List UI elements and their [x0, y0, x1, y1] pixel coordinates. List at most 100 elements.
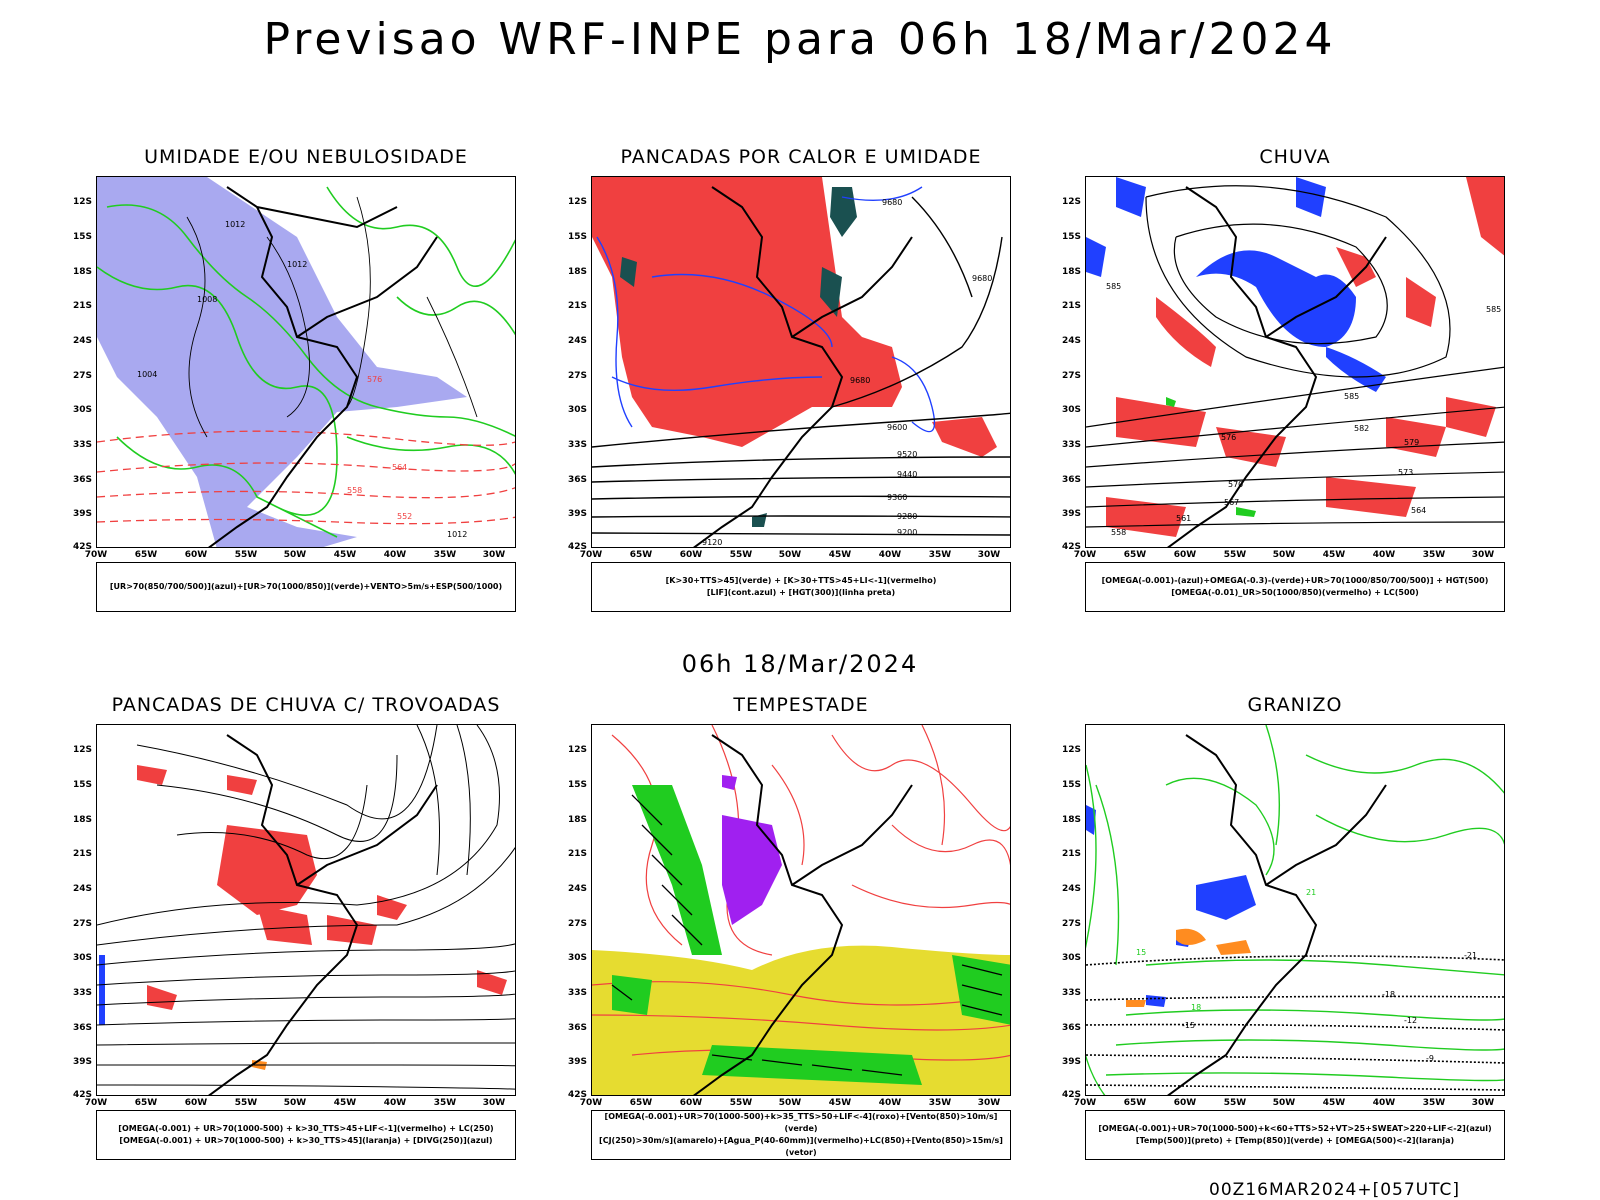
legend-line: [OMEGA(-0.001)+UR>70(1000-500)+k>35_TTS>…	[604, 1112, 998, 1133]
wind-vectors	[611, 794, 1003, 1076]
lat-label: 24S	[72, 884, 92, 894]
contour-label: 9680	[850, 376, 870, 385]
map-granizo: -21 -18 -15 -12 -9 15 18 21	[1085, 724, 1505, 1096]
lat-label: 15S	[567, 780, 587, 790]
coastline	[208, 186, 438, 547]
lat-label: 18S	[567, 267, 587, 277]
contour-label: 9600	[887, 423, 907, 432]
lat-label: 12S	[1061, 745, 1081, 755]
lon-label: 30W	[482, 1098, 506, 1108]
lon-label: 40W	[1372, 1098, 1396, 1108]
humidity-blue-area	[97, 177, 467, 547]
lon-label: 50W	[778, 1098, 802, 1108]
lon-label: 45W	[828, 1098, 852, 1108]
lat-label: 24S	[72, 336, 92, 346]
lat-label: 36S	[567, 475, 587, 485]
lon-label: 35W	[1422, 1098, 1446, 1108]
lat-label: 36S	[72, 475, 92, 485]
map-tempestade-svg	[592, 725, 1010, 1095]
blue-omega-areas	[1086, 177, 1386, 392]
lon-label: 40W	[383, 1098, 407, 1108]
lon-label: 45W	[333, 550, 357, 560]
contour-label: 558	[347, 486, 362, 495]
lat-label: 30S	[1061, 953, 1081, 963]
lon-label: 50W	[1272, 1098, 1296, 1108]
coastline	[693, 186, 913, 547]
lat-label: 15S	[1061, 780, 1081, 790]
lon-label: 35W	[1422, 550, 1446, 560]
lon-label: 35W	[928, 1098, 952, 1108]
contour-label: 567	[1224, 498, 1239, 507]
lon-label: 30W	[977, 550, 1001, 560]
legend-line: [Temp(500)](preto) + [Temp(850)](verde) …	[1135, 1136, 1455, 1145]
lon-label: 60W	[1173, 550, 1197, 560]
lon-label: 70W	[1073, 1098, 1097, 1108]
lon-label: 70W	[84, 1098, 108, 1108]
lon-label: 35W	[433, 1098, 457, 1108]
coastline	[1167, 734, 1387, 1095]
red-instability-area	[592, 177, 902, 447]
contour-label: 552	[397, 512, 412, 521]
contour-label: 9520	[897, 450, 917, 459]
map-pancadas-calor-svg: 9680 9680 9680 9600 9520 9440 9360 9280 …	[592, 177, 1010, 547]
lat-label: 39S	[567, 1057, 587, 1067]
lat-label: 18S	[567, 815, 587, 825]
lat-label: 42S	[567, 1090, 587, 1100]
lat-label: 27S	[1061, 919, 1081, 929]
contour-label: 564	[1411, 506, 1426, 515]
lat-label: 24S	[1061, 884, 1081, 894]
contour-labels: -21 -18 -15 -12 -9 15 18 21	[1136, 888, 1477, 1063]
lon-label: 60W	[1173, 1098, 1197, 1108]
lon-label: 30W	[482, 550, 506, 560]
coastline	[1167, 186, 1387, 547]
legend-line: [K>30+TTS>45](verde) + [K>30+TTS>45+LI<-…	[665, 576, 937, 585]
lat-label: 27S	[1061, 371, 1081, 381]
lon-label: 50W	[778, 550, 802, 560]
lat-label: 21S	[1061, 849, 1081, 859]
lat-label: 42S	[1061, 542, 1081, 552]
lon-label: 45W	[828, 550, 852, 560]
hgt500-black-contours	[1086, 185, 1504, 528]
lon-label: 50W	[1272, 550, 1296, 560]
lat-label: 33S	[1061, 440, 1081, 450]
lat-label: 30S	[567, 405, 587, 415]
lon-label: 35W	[928, 550, 952, 560]
lat-label: 15S	[72, 232, 92, 242]
lon-label: 55W	[234, 1098, 258, 1108]
contour-label: 1012	[287, 260, 307, 269]
lat-label: 27S	[72, 919, 92, 929]
lat-label: 42S	[1061, 1090, 1081, 1100]
lat-label: 27S	[567, 371, 587, 381]
contour-label: 582	[1354, 424, 1369, 433]
contour-label: 9440	[897, 470, 917, 479]
lon-label: 55W	[729, 550, 753, 560]
panel-title: UMIDADE E/OU NEBULOSIDADE	[144, 146, 468, 168]
lat-label: 12S	[567, 745, 587, 755]
red-storm-areas	[137, 765, 507, 1010]
lat-label: 36S	[1061, 1023, 1081, 1033]
lon-label: 60W	[679, 1098, 703, 1108]
run-identifier: 00Z16MAR2024+[057UTC]	[1209, 1180, 1460, 1200]
lon-label: 35W	[433, 550, 457, 560]
contour-label: -18	[1382, 990, 1395, 999]
lat-label: 12S	[72, 745, 92, 755]
lon-label: 65W	[629, 1098, 653, 1108]
lon-label: 30W	[977, 1098, 1001, 1108]
legend-line: [OMEGA(-0.001)-(azul)+OMEGA(-0.3)-(verde…	[1101, 576, 1489, 585]
lat-label: 21S	[72, 849, 92, 859]
lon-label: 55W	[1223, 550, 1247, 560]
lon-label: 60W	[679, 550, 703, 560]
lat-label: 33S	[567, 440, 587, 450]
lon-label: 70W	[579, 550, 603, 560]
panel-legend: [UR>70(850/700/500)](azul)+[UR>70(1000/8…	[96, 562, 516, 612]
streamlines	[97, 725, 515, 1090]
contour-label: 585	[1344, 392, 1359, 401]
contour-label: 9360	[887, 493, 907, 502]
lat-label: 18S	[72, 815, 92, 825]
blue-divergence	[99, 955, 105, 1025]
lat-label: 42S	[72, 542, 92, 552]
green-teal-patches	[620, 187, 857, 527]
lat-label: 36S	[567, 1023, 587, 1033]
lon-label: 45W	[1322, 550, 1346, 560]
lon-label: 40W	[1372, 550, 1396, 560]
